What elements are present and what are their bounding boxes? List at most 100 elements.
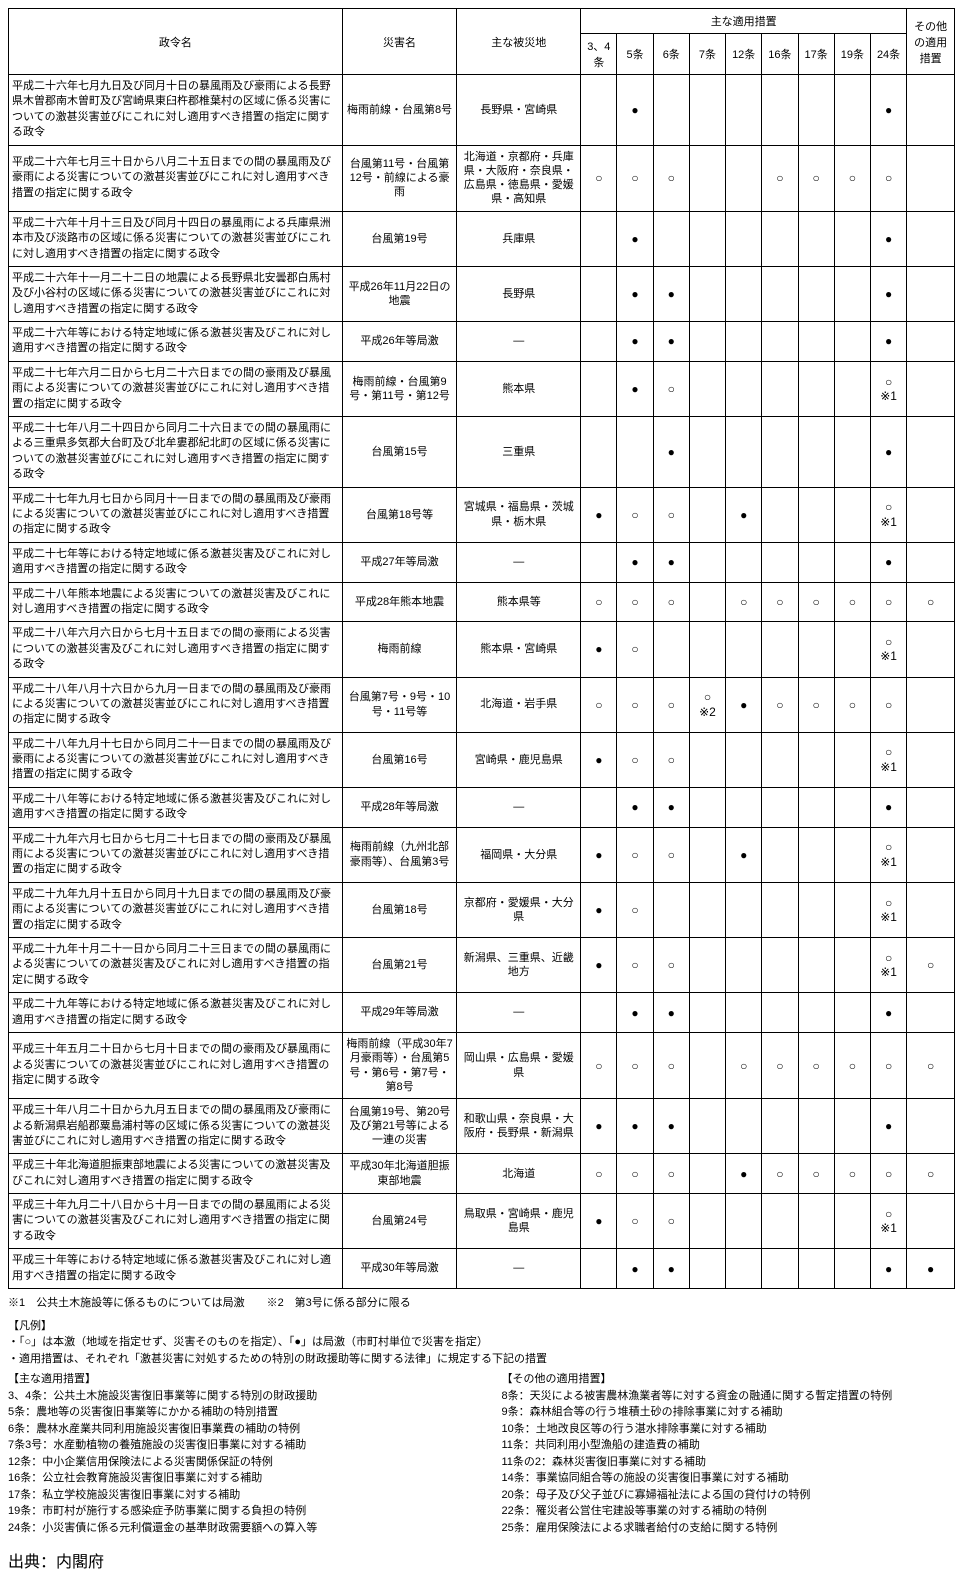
cell-mark: ○	[726, 1032, 762, 1098]
cell-mark	[581, 542, 617, 582]
cell-mark: ●	[617, 211, 653, 266]
cell-mark	[689, 882, 725, 937]
cell-mark: ○	[798, 1032, 834, 1098]
table-row: 平成三十年八月二十日から九月五日までの間の暴風雨及び豪雨による新潟県岩船郡粟島浦…	[9, 1099, 955, 1154]
cell-mark	[798, 1249, 834, 1289]
cell-other: ○	[907, 582, 955, 622]
main-measure-item: 3、4条：公共土木施設災害復旧事業等に関する特別の財政援助	[8, 1388, 462, 1405]
cell-mark	[689, 1194, 725, 1249]
cell-mark	[798, 322, 834, 362]
cell-area: 長野県・宮崎県	[457, 75, 581, 146]
cell-mark: ○	[653, 1154, 689, 1194]
cell-mark	[726, 882, 762, 937]
cell-mark	[689, 827, 725, 882]
cell-other	[907, 732, 955, 787]
cell-mark	[726, 732, 762, 787]
cell-other	[907, 1099, 955, 1154]
cell-name: 平成三十年北海道胆振東部地震による災害についての激甚災害及びこれに対し適用すべき…	[9, 1154, 343, 1194]
cell-mark	[762, 417, 798, 488]
cell-area: 福岡県・大分県	[457, 827, 581, 882]
cell-mark	[834, 1194, 870, 1249]
cell-mark: ○※1	[870, 487, 906, 542]
table-row: 平成二十八年熊本地震による災害についての激甚災害及びこれに対し適用すべき措置の指…	[9, 582, 955, 622]
cell-name: 平成三十年五月二十日から七月十日までの間の豪雨及び暴風雨による災害についての激甚…	[9, 1032, 343, 1098]
cell-mark	[617, 417, 653, 488]
cell-disaster: 台風第24号	[342, 1194, 456, 1249]
cell-disaster: 台風第21号	[342, 937, 456, 992]
cell-mark	[689, 1249, 725, 1289]
cell-disaster: 梅雨前線・台風第9号・第11号・第12号	[342, 361, 456, 416]
cell-mark	[834, 937, 870, 992]
main-measure-item: 12条：中小企業信用保険法による災害関係保証の特例	[8, 1454, 462, 1471]
table-row: 平成二十九年十月二十一日から同月二十三日までの間の暴風雨による災害についての激甚…	[9, 937, 955, 992]
cell-disaster: 台風第19号	[342, 211, 456, 266]
cell-mark: ○	[653, 145, 689, 211]
main-measure-item: 6条：農林水産業共同利用施設災害復旧事業費の補助の特例	[8, 1421, 462, 1438]
cell-disaster: 平成28年等局激	[342, 787, 456, 827]
cell-mark	[689, 787, 725, 827]
main-measure-item: 17条：私立学校施設災害復旧事業に対する補助	[8, 1487, 462, 1504]
cell-other	[907, 75, 955, 146]
cell-mark: ○	[617, 827, 653, 882]
cell-other	[907, 542, 955, 582]
cell-mark	[689, 487, 725, 542]
other-measure-item: 25条：雇用保険法による求職者給付の支給に関する特例	[502, 1520, 956, 1537]
cell-mark: ○※1	[870, 622, 906, 677]
cell-mark	[689, 145, 725, 211]
cell-area: —	[457, 1249, 581, 1289]
cell-mark	[726, 266, 762, 321]
cell-area: 岡山県・広島県・愛媛県	[457, 1032, 581, 1098]
cell-name: 平成二十八年九月十七日から同月二十一日までの間の暴風雨及び豪雨による災害について…	[9, 732, 343, 787]
cell-other: ●	[907, 1249, 955, 1289]
cell-area: —	[457, 322, 581, 362]
cell-area: 北海道・岩手県	[457, 677, 581, 732]
header-name: 政令名	[9, 9, 343, 75]
table-row: 平成二十九年六月七日から七月二十七日までの間の豪雨及び暴風雨による災害についての…	[9, 827, 955, 882]
cell-mark	[798, 882, 834, 937]
cell-disaster: 平成28年熊本地震	[342, 582, 456, 622]
cell-other	[907, 677, 955, 732]
main-measure-item: 16条：公立社会教育施設災害復旧事業に対する補助	[8, 1470, 462, 1487]
cell-mark: ●	[617, 322, 653, 362]
legend-1: ・「○」は本激（地域を指定せず、災害そのものを指定）、「●」は局激（市町村単位で…	[8, 1334, 955, 1351]
table-row: 平成二十八年八月十六日から九月一日までの間の暴風雨及び豪雨による災害についての激…	[9, 677, 955, 732]
cell-disaster: 梅雨前線・台風第8号	[342, 75, 456, 146]
cell-mark	[798, 542, 834, 582]
header-other: その他の適用措置	[907, 9, 955, 75]
other-measure-item: 14条：事業協同組合等の施設の災害復旧事業に対する補助	[502, 1470, 956, 1487]
cell-mark	[689, 266, 725, 321]
cell-disaster: 梅雨前線	[342, 622, 456, 677]
cell-other	[907, 622, 955, 677]
cell-mark: ●	[653, 1249, 689, 1289]
cell-disaster: 平成26年等局激	[342, 322, 456, 362]
cell-area: 新潟県、三重県、近畿地方	[457, 937, 581, 992]
cell-mark	[798, 1194, 834, 1249]
cell-disaster: 台風第18号等	[342, 487, 456, 542]
table-row: 平成二十六年等における特定地域に係る激甚災害及びこれに対し適用すべき措置の指定に…	[9, 322, 955, 362]
cell-mark: ○	[617, 882, 653, 937]
cell-mark: ○	[834, 1032, 870, 1098]
cell-mark: ○	[617, 487, 653, 542]
other-measure-item: 11条：共同利用小型漁船の建造費の補助	[502, 1437, 956, 1454]
cell-mark	[726, 542, 762, 582]
cell-mark: ●	[617, 787, 653, 827]
cell-mark: ○	[581, 1154, 617, 1194]
main-measures-title: 【主な適用措置】	[8, 1371, 462, 1388]
cell-mark: ○	[581, 145, 617, 211]
cell-mark	[798, 487, 834, 542]
cell-mark	[762, 993, 798, 1033]
cell-area: 北海道	[457, 1154, 581, 1194]
cell-mark	[834, 882, 870, 937]
cell-area: 宮城県・福島県・茨城県・栃木県	[457, 487, 581, 542]
cell-mark: ○	[617, 622, 653, 677]
cell-other	[907, 322, 955, 362]
cell-name: 平成三十年等における特定地域に係る激甚災害及びこれに対し適用すべき措置の指定に関…	[9, 1249, 343, 1289]
table-row: 平成二十八年九月十七日から同月二十一日までの間の暴風雨及び豪雨による災害について…	[9, 732, 955, 787]
cell-mark	[798, 211, 834, 266]
cell-mark: ●	[870, 211, 906, 266]
cell-name: 平成三十年九月二十八日から十月一日までの間の暴風雨による災害についての激甚災害及…	[9, 1194, 343, 1249]
cell-area: —	[457, 993, 581, 1033]
table-row: 平成三十年北海道胆振東部地震による災害についての激甚災害及びこれに対し適用すべき…	[9, 1154, 955, 1194]
table-row: 平成二十七年六月二日から七月二十六日までの間の豪雨及び暴風雨による災害についての…	[9, 361, 955, 416]
cell-mark	[834, 361, 870, 416]
